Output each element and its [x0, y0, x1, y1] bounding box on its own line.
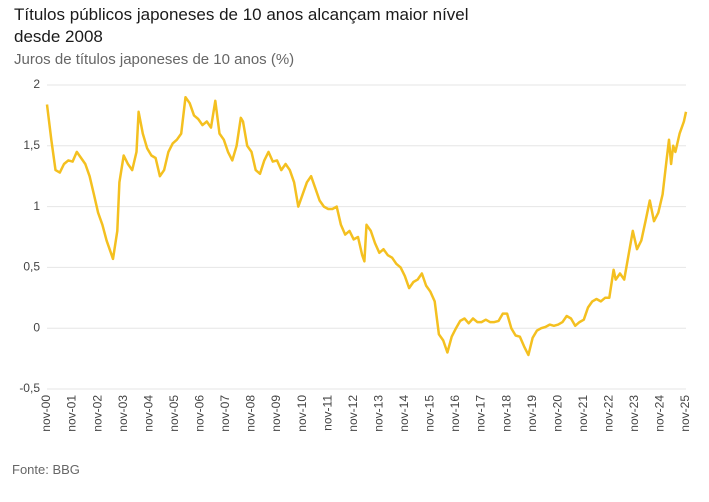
x-tick-label: nov-10 — [295, 395, 309, 432]
x-tick-label: nov-04 — [141, 395, 155, 432]
x-tick-label: nov-05 — [167, 395, 181, 432]
x-tick-label: nov-14 — [397, 395, 411, 432]
x-tick-label: nov-23 — [627, 395, 641, 432]
x-tick-label: nov-13 — [371, 395, 385, 432]
x-tick-label: nov-06 — [193, 395, 207, 432]
y-tick-label: 0,5 — [23, 260, 40, 274]
x-tick-label: nov-03 — [116, 395, 130, 432]
chart-subtitle: Juros de títulos japoneses de 10 anos (%… — [14, 51, 294, 68]
x-tick-label: nov-17 — [474, 395, 488, 432]
x-tick-label: nov-25 — [678, 395, 692, 432]
y-tick-label: 0 — [33, 320, 40, 334]
y-tick-label: -0,5 — [19, 381, 40, 395]
y-tick-label: 2 — [33, 77, 40, 91]
y-tick-label: 1 — [33, 199, 40, 213]
x-tick-label: nov-21 — [576, 395, 590, 432]
chart-title: Títulos públicos japoneses de 10 anos al… — [14, 5, 469, 24]
x-tick-label: nov-00 — [39, 395, 53, 432]
x-tick-label: nov-24 — [653, 395, 667, 432]
x-tick-label: nov-08 — [244, 395, 258, 432]
x-tick-label: nov-07 — [218, 395, 232, 432]
x-tick-label: nov-16 — [448, 395, 462, 432]
line-series — [45, 95, 688, 357]
x-tick-label: nov-18 — [499, 395, 513, 432]
x-tick-label: nov-11 — [320, 395, 334, 431]
x-tick-label: nov-19 — [525, 395, 539, 432]
x-tick-label: nov-09 — [269, 395, 283, 432]
x-tick-label: nov-22 — [601, 395, 615, 432]
source: Fonte: BBG — [12, 462, 80, 477]
x-tick-label: nov-12 — [346, 395, 360, 432]
y-tick-label: 1,5 — [23, 138, 40, 152]
x-tick-label: nov-20 — [550, 395, 564, 432]
x-tick-label: nov-02 — [90, 395, 104, 432]
x-tick-label: nov-01 — [65, 395, 79, 432]
chart-title: desde 2008 — [14, 27, 103, 46]
x-tick-label: nov-15 — [423, 395, 437, 432]
